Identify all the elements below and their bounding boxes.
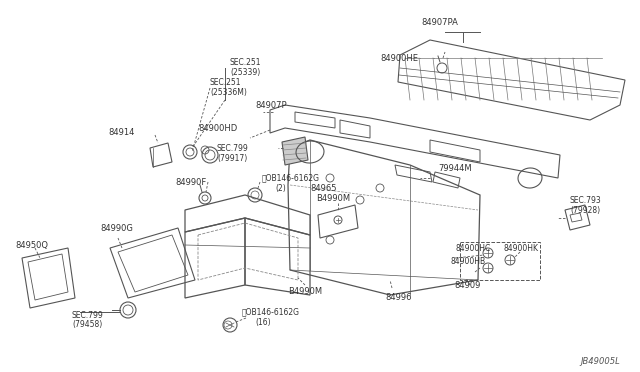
Text: 84965: 84965	[310, 183, 337, 192]
Text: B4990M: B4990M	[288, 288, 322, 296]
Text: ⒷOB146-6162G: ⒷOB146-6162G	[262, 173, 320, 183]
Text: JB49005L: JB49005L	[580, 357, 620, 366]
Text: 84900HE: 84900HE	[380, 54, 418, 62]
Text: SEC.799: SEC.799	[216, 144, 248, 153]
Text: SEC.251: SEC.251	[230, 58, 262, 67]
Text: 84990G: 84990G	[100, 224, 133, 232]
Text: 84900HB: 84900HB	[451, 257, 486, 266]
Text: SEC.251: SEC.251	[210, 77, 241, 87]
Text: 84914: 84914	[109, 128, 135, 137]
Text: SEC.799: SEC.799	[72, 311, 104, 320]
Text: (79917): (79917)	[218, 154, 248, 163]
Text: (25336M): (25336M)	[210, 87, 247, 96]
Text: 84996: 84996	[385, 294, 412, 302]
Text: 84907P: 84907P	[255, 100, 287, 109]
Text: ⒷOB146-6162G: ⒷOB146-6162G	[242, 308, 300, 317]
Text: 84900HD: 84900HD	[199, 124, 238, 132]
Text: 84900HK: 84900HK	[504, 244, 539, 253]
Text: (16): (16)	[255, 317, 271, 327]
Text: (79458): (79458)	[72, 321, 102, 330]
Text: 79944M: 79944M	[438, 164, 472, 173]
Text: (25339): (25339)	[230, 67, 260, 77]
Text: 84950Q: 84950Q	[15, 241, 48, 250]
Text: 84900HC: 84900HC	[456, 244, 492, 253]
Text: SEC.793: SEC.793	[570, 196, 602, 205]
Text: (79928): (79928)	[570, 205, 600, 215]
Text: (2): (2)	[275, 183, 285, 192]
Text: 84990F: 84990F	[175, 177, 206, 186]
Text: 84907PA: 84907PA	[422, 17, 458, 26]
Text: 84909: 84909	[455, 280, 481, 289]
Polygon shape	[282, 137, 308, 165]
Text: B4990M: B4990M	[316, 193, 350, 202]
